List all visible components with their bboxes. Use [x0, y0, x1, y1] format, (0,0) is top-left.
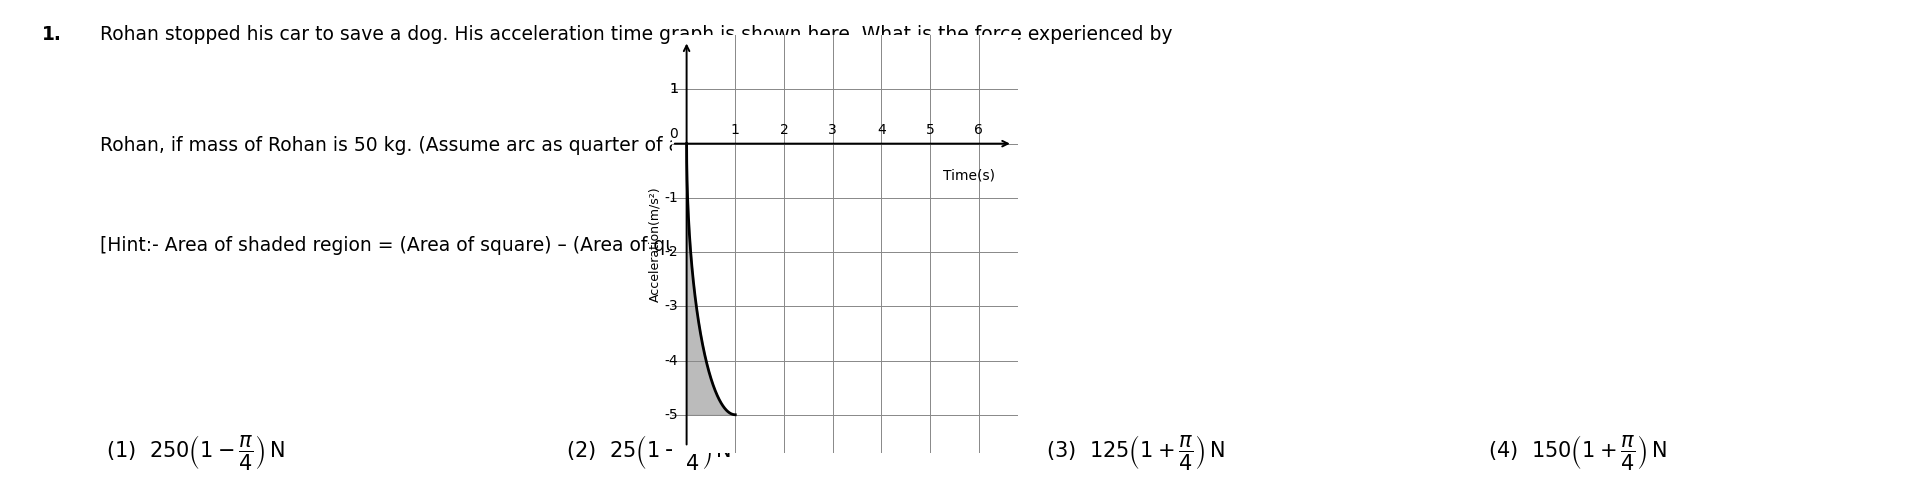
- Text: 1: 1: [668, 82, 678, 97]
- Text: $(4)\ \ 150\left(1+\dfrac{\pi}{4}\right)\,\mathrm{N}$: $(4)\ \ 150\left(1+\dfrac{\pi}{4}\right)…: [1488, 433, 1667, 472]
- Text: $(3)\ \ 125\left(1+\dfrac{\pi}{4}\right)\,\mathrm{N}$: $(3)\ \ 125\left(1+\dfrac{\pi}{4}\right)…: [1046, 433, 1225, 472]
- Text: 1: 1: [668, 82, 678, 97]
- Text: 0: 0: [668, 127, 678, 141]
- Text: 1: 1: [732, 123, 739, 137]
- Text: 4: 4: [877, 123, 885, 137]
- Text: 5: 5: [925, 123, 935, 137]
- Text: Rohan stopped his car to save a dog. His acceleration time graph is shown here. : Rohan stopped his car to save a dog. His…: [100, 25, 1173, 44]
- Text: 2: 2: [780, 123, 789, 137]
- Text: -5: -5: [664, 408, 678, 422]
- Text: Acceleration(m/s²): Acceleration(m/s²): [649, 186, 660, 302]
- Text: Rohan, if mass of Rohan is 50 kg. (Assume arc as quarter of a circle.): Rohan, if mass of Rohan is 50 kg. (Assum…: [100, 136, 749, 155]
- Text: Time(s): Time(s): [943, 168, 995, 182]
- Text: 6: 6: [973, 123, 983, 137]
- Text: -1: -1: [664, 191, 678, 205]
- Text: 1.: 1.: [42, 25, 61, 44]
- Text: -3: -3: [664, 299, 678, 313]
- Text: $(2)\ \ 25\left(1-\dfrac{\pi}{4}\right)\,\mathrm{N}$: $(2)\ \ 25\left(1-\dfrac{\pi}{4}\right)\…: [566, 433, 732, 472]
- Text: -2: -2: [664, 245, 678, 259]
- Text: 3: 3: [828, 123, 837, 137]
- Text: [Hint:- Area of shaded region = (Area of square) – (Area of quarter of circle)]: [Hint:- Area of shaded region = (Area of…: [100, 236, 818, 256]
- Text: $(1)\ \ 250\left(1-\dfrac{\pi}{4}\right)\,\mathrm{N}$: $(1)\ \ 250\left(1-\dfrac{\pi}{4}\right)…: [106, 433, 284, 472]
- Text: -4: -4: [664, 354, 678, 368]
